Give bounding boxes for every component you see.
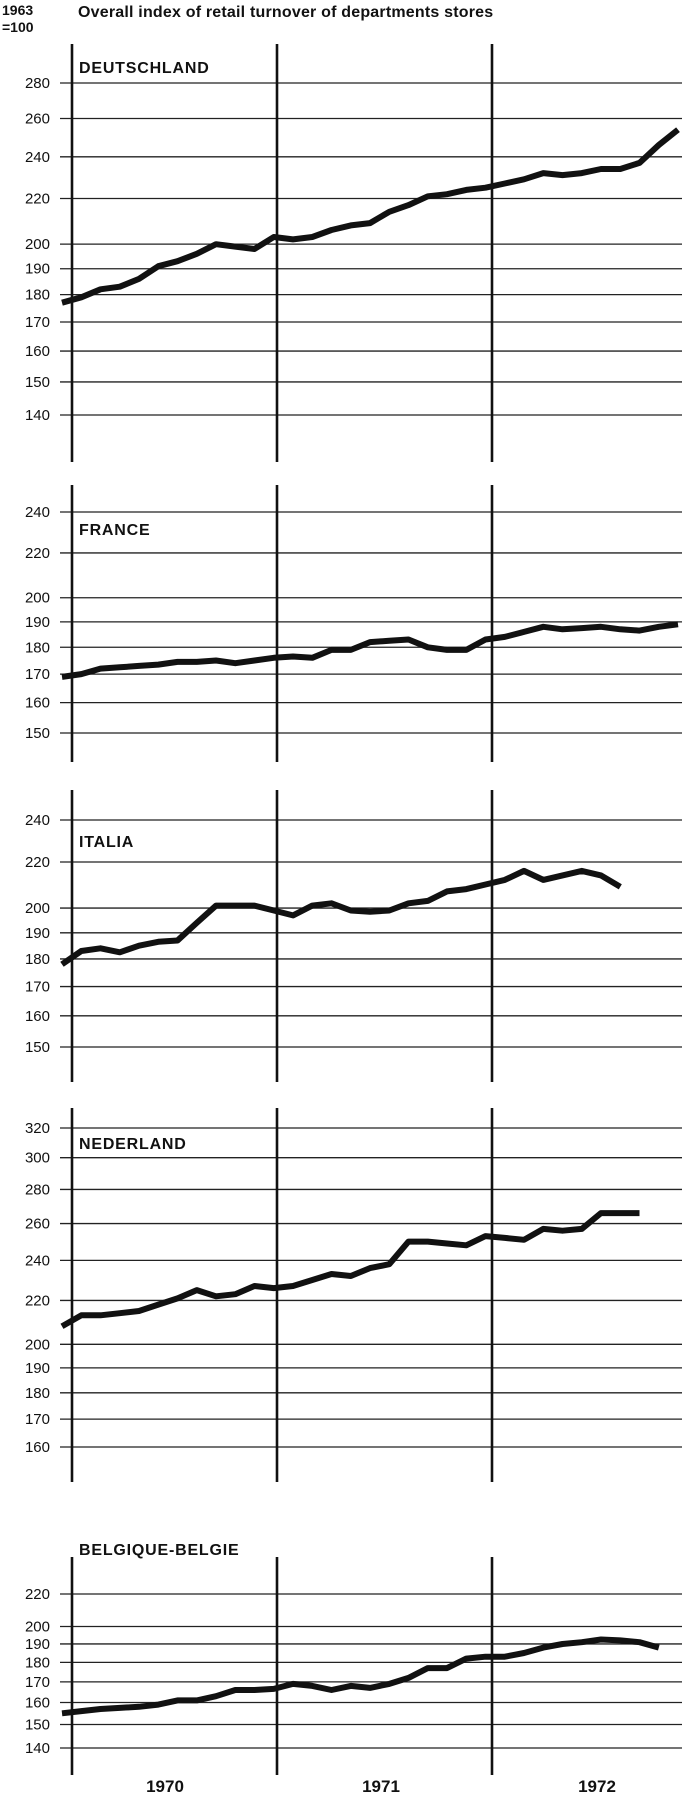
y-tick-label: 180 — [25, 639, 50, 656]
y-tick-label: 200 — [25, 590, 50, 607]
y-tick-label: 170 — [25, 314, 50, 331]
y-tick-label: 150 — [25, 725, 50, 742]
y-tick-label: 160 — [25, 1008, 50, 1025]
y-tick-label: 180 — [25, 1385, 50, 1402]
y-tick-label: 260 — [25, 110, 50, 127]
base-year: 1963 — [2, 2, 34, 18]
y-tick-label: 170 — [25, 979, 50, 996]
country-label: NEDERLAND — [79, 1136, 187, 1153]
y-tick-label: 200 — [25, 1618, 50, 1635]
y-tick-label: 220 — [25, 854, 50, 871]
y-tick-label: 160 — [25, 695, 50, 712]
chart-title: Overall index of retail turnover of depa… — [78, 4, 494, 21]
country-label: ITALIA — [79, 834, 134, 851]
y-tick-label: 220 — [25, 1292, 50, 1309]
y-tick-label: 140 — [25, 1740, 50, 1757]
y-tick-label: 200 — [25, 1336, 50, 1353]
y-tick-label: 160 — [25, 343, 50, 360]
y-tick-label: 190 — [25, 925, 50, 942]
y-tick-label: 170 — [25, 1674, 50, 1691]
y-tick-label: 200 — [25, 900, 50, 917]
country-label: DEUTSCHLAND — [79, 60, 210, 77]
y-tick-label: 180 — [25, 951, 50, 968]
y-tick-label: 150 — [25, 1039, 50, 1056]
y-tick-label: 160 — [25, 1695, 50, 1712]
x-tick-label: 1972 — [578, 1777, 616, 1796]
y-tick-label: 320 — [25, 1120, 50, 1137]
y-tick-label: 200 — [25, 236, 50, 253]
y-tick-label: 180 — [25, 287, 50, 304]
y-tick-label: 150 — [25, 374, 50, 391]
y-tick-label: 280 — [25, 1181, 50, 1198]
base-value: =100 — [2, 19, 34, 35]
series-line — [61, 127, 680, 306]
y-tick-label: 280 — [25, 75, 50, 92]
series-line — [61, 1636, 660, 1717]
country-label: FRANCE — [79, 522, 150, 539]
y-tick-label: 150 — [25, 1716, 50, 1733]
y-tick-label: 220 — [25, 191, 50, 208]
series-line — [60, 867, 622, 967]
series-line — [61, 621, 679, 680]
y-tick-label: 240 — [25, 504, 50, 521]
y-tick-label: 190 — [25, 1636, 50, 1653]
y-tick-label: 170 — [25, 666, 50, 683]
y-tick-label: 190 — [25, 261, 50, 278]
y-tick-label: 220 — [25, 1586, 50, 1603]
y-tick-label: 140 — [25, 407, 50, 424]
y-tick-label: 220 — [25, 545, 50, 562]
x-tick-label: 1970 — [146, 1777, 184, 1796]
series-line — [60, 1210, 640, 1329]
base-year-label: 1963 =100 — [2, 2, 34, 36]
y-tick-label: 240 — [25, 1252, 50, 1269]
y-tick-label: 260 — [25, 1216, 50, 1233]
x-tick-label: 1971 — [362, 1777, 400, 1796]
y-tick-label: 300 — [25, 1150, 50, 1167]
y-tick-label: 170 — [25, 1411, 50, 1428]
y-tick-label: 240 — [25, 149, 50, 166]
y-tick-label: 240 — [25, 812, 50, 829]
y-tick-label: 190 — [25, 1360, 50, 1377]
country-label: BELGIQUE-BELGIE — [79, 1542, 239, 1559]
y-tick-label: 160 — [25, 1439, 50, 1456]
y-tick-label: 180 — [25, 1654, 50, 1671]
y-tick-label: 190 — [25, 614, 50, 631]
